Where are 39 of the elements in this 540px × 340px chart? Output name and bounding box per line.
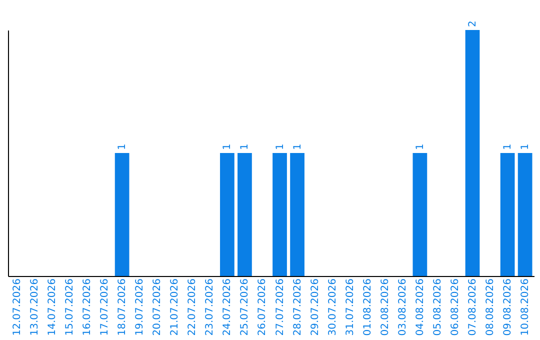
x-tick-label: 30.07.2026 — [327, 278, 338, 336]
x-tick-label: 08.08.2026 — [485, 278, 496, 336]
x-tick-label: 17.07.2026 — [100, 278, 111, 336]
x-tick-label: 22.07.2026 — [187, 278, 198, 336]
x-tick-label: 05.08.2026 — [432, 278, 444, 336]
x-tick-label: 01.08.2026 — [362, 278, 374, 336]
x-tick-label: 10.08.2026 — [520, 278, 532, 336]
data-label: 1 — [520, 144, 532, 150]
x-tick-label: 21.07.2026 — [170, 278, 181, 336]
x-tick-label: 06.08.2026 — [450, 278, 461, 336]
x-tick-label: 20.07.2026 — [152, 278, 164, 336]
data-label: 1 — [292, 144, 304, 150]
x-tick-label: 23.07.2026 — [204, 278, 216, 336]
data-label: 1 — [240, 144, 251, 150]
x-tick-label: 25.07.2026 — [240, 278, 251, 336]
x-tick-label: 07.08.2026 — [468, 278, 478, 336]
x-tick-label: 15.07.2026 — [64, 278, 76, 336]
data-label: 1 — [414, 144, 426, 150]
x-tick-label: 14.07.2026 — [46, 278, 58, 336]
data-label: 1 — [117, 144, 128, 150]
x-tick-label: 29.07.2026 — [310, 278, 321, 336]
x-tick-label: 27.07.2026 — [274, 278, 286, 336]
x-tick-label: 02.08.2026 — [380, 278, 391, 336]
data-label: 2 — [468, 20, 478, 27]
data-label: 1 — [274, 144, 286, 150]
x-tick-label: 09.08.2026 — [502, 278, 514, 336]
x-tick-label: 24.07.2026 — [222, 278, 234, 336]
x-tick-label: 16.07.2026 — [82, 278, 94, 336]
x-tick-label: 26.07.2026 — [257, 278, 268, 336]
x-tick-label: 18.07.2026 — [117, 278, 128, 336]
x-tick-label: 04.08.2026 — [414, 278, 426, 336]
data-label: 1 — [222, 144, 234, 150]
x-tick-label: 31.07.2026 — [344, 278, 356, 336]
x-tick-label: 13.07.2026 — [29, 278, 40, 336]
data-label: 1 — [502, 144, 514, 150]
x-tick-label: 19.07.2026 — [134, 278, 146, 336]
x-tick-label: 28.07.2026 — [292, 278, 304, 336]
x-tick-label: 03.08.2026 — [397, 278, 408, 336]
x-tick-label: 12.07.2026 — [12, 278, 23, 336]
